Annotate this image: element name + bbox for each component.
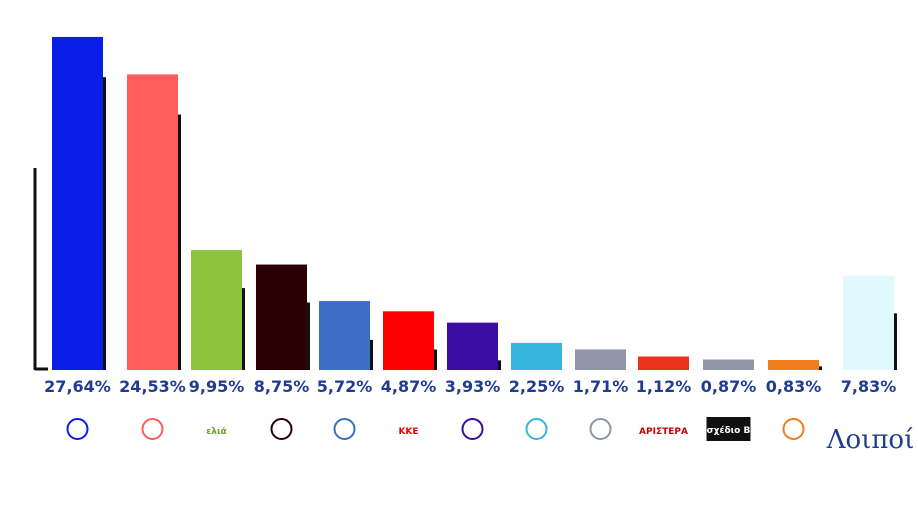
value-label: 3,93% [445,377,501,396]
bar [447,322,498,370]
previous-bar [818,366,822,370]
logo [270,418,293,440]
bar [511,342,562,370]
logo [141,418,164,440]
bar [127,74,178,370]
previous-bar [433,349,437,370]
value-label: 4,87% [381,377,437,396]
value-label: 2,25% [509,377,565,396]
logo [333,418,356,440]
value-label: 0,87% [701,377,757,396]
value-label: 27,64% [44,377,111,396]
bar [638,356,689,370]
logo [782,418,805,440]
previous-bar [177,114,181,370]
value-label: 1,71% [573,377,629,396]
value-label: 7,83% [841,377,897,396]
value-label: 24,53% [119,377,186,396]
bar [843,275,894,370]
previous-bar [497,360,501,370]
previous-bar [306,302,310,370]
value-label: 8,75% [254,377,310,396]
bar [319,301,370,370]
logo [706,417,751,441]
bar [383,311,434,370]
bar [575,349,626,370]
category-label: Λοιποί [826,425,915,455]
previous-bar [241,288,245,370]
previous-bar [102,77,106,370]
logo [589,418,612,440]
value-label: 5,72% [317,377,373,396]
bar [52,36,103,371]
previous-bar [893,313,897,370]
category-label: ΚΚΕ [398,427,418,437]
value-label: 0,83% [766,377,822,396]
bar [256,264,307,370]
logo [66,418,89,440]
previous-bar [369,339,373,370]
category-label: ΑΡΙΣΤΕΡΑ [639,427,688,437]
logo [461,418,484,440]
value-label: 1,12% [636,377,692,396]
bar [768,359,819,370]
bar [191,250,242,370]
category-label: ελιά [206,427,226,437]
bar [703,359,754,370]
logo [525,418,548,440]
category-label: σχέδιο Β [707,425,751,436]
value-label: 9,95% [189,377,245,396]
